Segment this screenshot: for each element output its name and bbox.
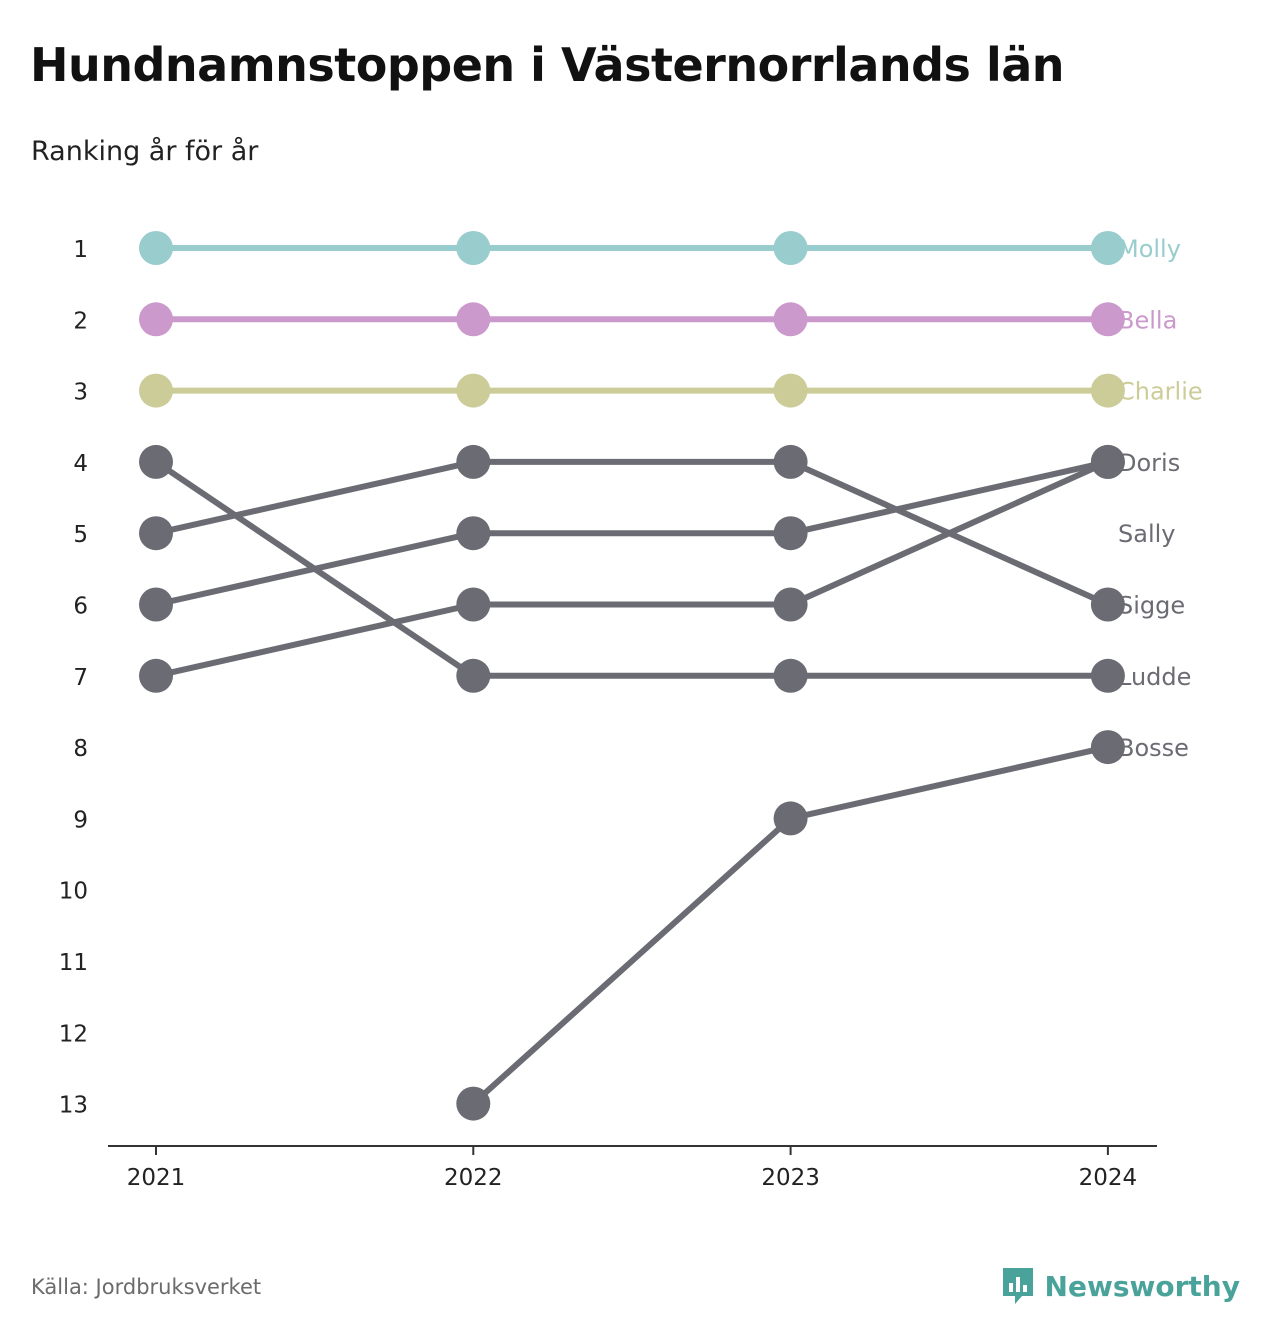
data-point-sigge xyxy=(456,516,491,551)
brand-logo: Newsworthy xyxy=(1001,1266,1240,1306)
data-point-sally xyxy=(1090,587,1125,622)
series-label-doris: Doris xyxy=(1118,449,1180,477)
y-tick-label: 6 xyxy=(73,594,88,620)
y-tick-label: 3 xyxy=(73,380,88,406)
series-line-bosse xyxy=(470,815,794,1107)
y-tick-label: 10 xyxy=(59,879,88,905)
data-point-bella xyxy=(456,302,491,337)
y-tick-label: 12 xyxy=(59,1021,88,1047)
data-point-sally xyxy=(139,516,173,551)
series-label-sigge: Sigge xyxy=(1118,592,1185,620)
data-point-bosse xyxy=(773,801,808,836)
series-line-doris xyxy=(153,601,477,679)
y-tick-label: 11 xyxy=(59,950,88,976)
series-label-bella: Bella xyxy=(1118,306,1177,334)
series-line-ludde xyxy=(153,458,477,679)
x-tick-label: 2023 xyxy=(761,1165,820,1191)
data-point-sigge xyxy=(773,516,808,551)
y-tick-label: 4 xyxy=(73,451,88,477)
data-point-bella xyxy=(139,302,173,337)
chart-title: Hundnamnstoppen i Västernorrlands län xyxy=(30,38,1065,92)
data-point-molly xyxy=(456,231,491,265)
data-point-molly xyxy=(139,231,173,265)
x-tick-label: 2021 xyxy=(127,1165,186,1191)
data-point-sally xyxy=(773,444,808,479)
newsworthy-logo-icon xyxy=(1002,1268,1033,1304)
data-point-charlie xyxy=(773,373,808,408)
data-point-molly xyxy=(773,231,808,265)
data-point-sigge xyxy=(139,587,173,622)
y-tick-label: 7 xyxy=(73,665,88,691)
data-point-charlie xyxy=(139,373,173,408)
series-label-sally: Sally xyxy=(1118,520,1175,548)
series-label-bosse: Bosse xyxy=(1118,734,1189,762)
x-tick-label: 2022 xyxy=(444,1165,503,1191)
series-label-molly: Molly xyxy=(1118,235,1181,263)
data-point-doris xyxy=(456,587,491,622)
series-label-ludde: Ludde xyxy=(1118,663,1191,691)
data-point-ludde xyxy=(1090,658,1125,693)
chart-subtitle: Ranking år för år xyxy=(31,136,259,167)
data-point-sally xyxy=(456,444,491,479)
x-tick-label: 2024 xyxy=(1079,1165,1138,1191)
y-tick-label: 9 xyxy=(73,807,88,833)
data-point-charlie xyxy=(456,373,491,408)
data-point-ludde xyxy=(456,658,491,693)
source-note: Källa: Jordbruksverket xyxy=(31,1275,262,1299)
data-point-bosse xyxy=(456,1086,491,1121)
data-point-ludde xyxy=(773,658,808,693)
series-label-charlie: Charlie xyxy=(1118,378,1203,406)
y-tick-label: 8 xyxy=(73,736,88,762)
series-line-bosse xyxy=(787,744,1111,822)
y-tick-label: 1 xyxy=(73,237,88,263)
series-line-sigge xyxy=(787,458,1111,537)
series-line-sally xyxy=(787,458,1111,608)
series-line-sally xyxy=(153,458,477,537)
data-point-ludde xyxy=(139,444,173,479)
data-point-bella xyxy=(1090,302,1125,337)
data-point-bosse xyxy=(1090,730,1125,765)
data-point-charlie xyxy=(1090,373,1125,408)
y-tick-label: 13 xyxy=(59,1093,88,1119)
data-point-doris xyxy=(139,658,173,693)
data-point-bella xyxy=(773,302,808,337)
y-tick-label: 5 xyxy=(73,522,88,548)
data-point-doris xyxy=(773,587,808,622)
data-point-sigge xyxy=(1090,444,1125,479)
y-tick-label: 2 xyxy=(73,308,88,334)
data-point-molly xyxy=(1090,231,1125,265)
brand-name: Newsworthy xyxy=(1044,1269,1240,1303)
